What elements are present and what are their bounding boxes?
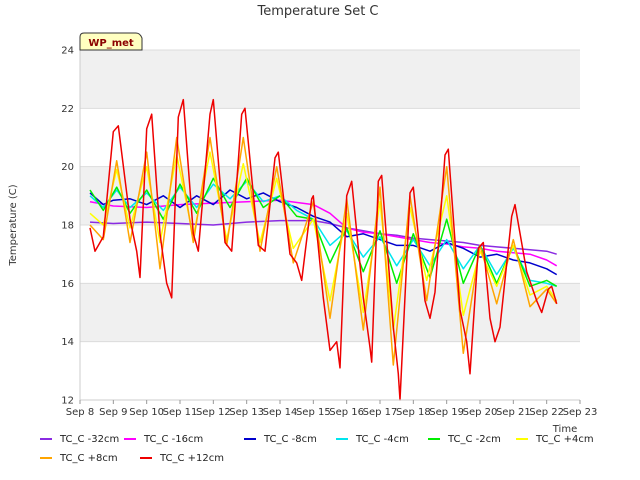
x-tick-label: Sep 19 [429, 407, 464, 418]
x-tick-label: Sep 14 [263, 407, 298, 418]
x-tick-label: Sep 21 [496, 407, 531, 418]
legend-label: TC_C -32cm [59, 434, 119, 445]
legend-label: TC_C -2cm [447, 434, 501, 445]
legend-label: TC_C +4cm [535, 434, 594, 445]
legend: TC_C -32cm TC_C -16cm TC_C -8cm TC_C -4cm TC… [40, 434, 594, 464]
x-tick-label: Sep 13 [229, 407, 264, 418]
y-tick-label: 18 [61, 221, 74, 232]
legend-label: TC_C +8cm [59, 453, 118, 464]
y-tick-label: 16 [61, 279, 74, 290]
x-tick-label: Sep 22 [529, 407, 564, 418]
y-tick-label: 24 [61, 46, 74, 57]
legend-label: TC_C -4cm [355, 434, 409, 445]
x-tick-label: Sep 9 [99, 407, 127, 418]
grid-band [80, 283, 580, 342]
station-badge: WP_met [79, 32, 143, 51]
x-tick-label: Sep 18 [396, 407, 431, 418]
x-tick-label: Sep 17 [363, 407, 398, 418]
badge-label: WP_met [88, 38, 134, 49]
x-tick-label: Sep 11 [163, 407, 198, 418]
y-tick-label: 22 [61, 104, 74, 115]
legend-label: TC_C +12cm [159, 453, 224, 464]
legend-label: TC_C -16cm [143, 434, 203, 445]
x-axis-title: Time [552, 424, 577, 435]
axes [79, 50, 580, 401]
grid-band [80, 50, 580, 109]
series-line [89, 98, 558, 401]
y-tick-label: 20 [61, 162, 74, 173]
y-axis-title: Temperature (C) [8, 184, 19, 266]
y-tick-label: 14 [61, 337, 74, 348]
y-tick-label: 12 [61, 396, 74, 407]
chart-title: Temperature Set C [256, 4, 378, 19]
x-tick-label: Sep 12 [196, 407, 231, 418]
x-tick-label: Sep 16 [329, 407, 364, 418]
x-tick-label: Sep 15 [296, 407, 331, 418]
badge-box [79, 32, 143, 51]
x-tick-label: Sep 23 [563, 407, 598, 418]
legend-label: TC_C -8cm [263, 434, 317, 445]
series-line [89, 177, 558, 288]
x-tick-label: Sep 10 [129, 407, 164, 418]
x-tick-label: Sep 20 [463, 407, 498, 418]
x-tick-label: Sep 8 [66, 407, 94, 418]
series-line [89, 136, 558, 366]
series-lines [89, 98, 558, 401]
